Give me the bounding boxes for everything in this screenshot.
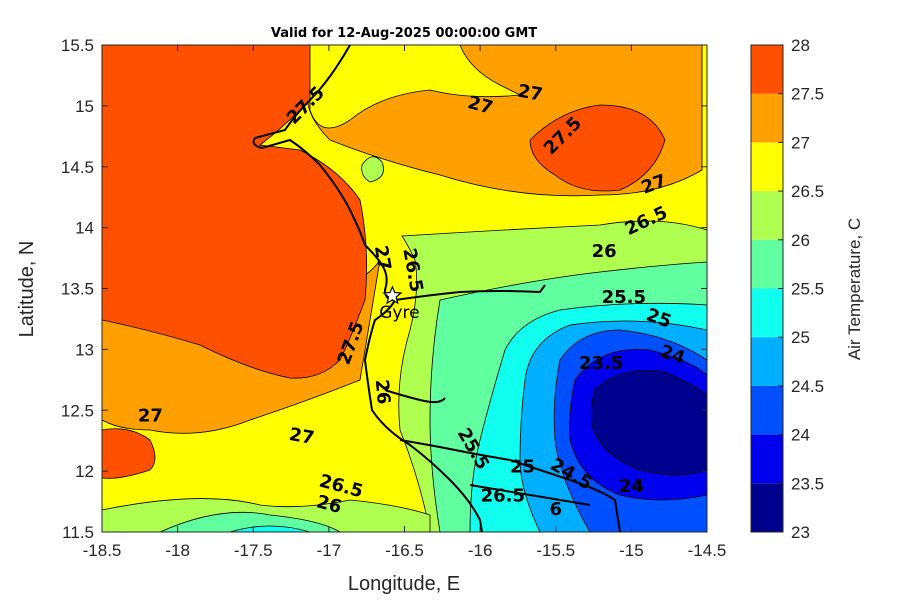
contour-label: 26 — [592, 241, 617, 262]
x-axis-label: Longitude, E — [348, 573, 460, 595]
colorbar-segment — [751, 142, 783, 192]
x-tick-label: -18.5 — [83, 541, 122, 560]
y-axis: 11.5 12 12.5 13 13.5 14 14.5 15 15.5 — [61, 36, 707, 542]
colorbar-tick-label: 26 — [791, 231, 810, 250]
colorbar-title: Air Temperature, C — [845, 218, 864, 360]
colorbar-tick-label: 25 — [791, 328, 810, 347]
coastline — [252, 45, 621, 532]
contour-label: 27 — [370, 244, 395, 272]
colorbar-tick-label: 24.5 — [791, 377, 824, 396]
star-icon — [382, 285, 403, 305]
colorbar-tick-label: 23.5 — [791, 474, 824, 493]
y-tick-label: 13 — [75, 340, 94, 359]
y-tick-label: 11.5 — [62, 523, 94, 542]
contour-label: 24 — [619, 476, 644, 497]
contour-label: 26 — [371, 379, 394, 406]
city-marker[interactable]: Gyre — [379, 285, 420, 323]
contour-label: 23.5 — [579, 353, 623, 374]
colorbar-tick-label: 26.5 — [791, 182, 824, 201]
y-tick-label: 14.5 — [61, 158, 94, 177]
y-tick-label: 12 — [75, 462, 94, 481]
y-tick-label: 12.5 — [61, 401, 94, 420]
x-tick-label: -14.5 — [688, 541, 727, 560]
band-23 — [591, 370, 707, 476]
y-axis-label: Latitude, N — [16, 241, 38, 338]
colorbar-tick-label: 28 — [791, 36, 810, 55]
x-tick-label: -17 — [317, 541, 342, 560]
y-tick-label: 15.5 — [61, 36, 94, 55]
colorbar-tick-label: 23 — [791, 523, 810, 542]
colorbar-tick-label: 27 — [791, 133, 810, 152]
band-26-5 — [309, 45, 522, 129]
contour-label: 27 — [288, 424, 316, 449]
colorbar-segment — [751, 385, 783, 435]
colorbar: 23 23.5 24 24.5 25 25.5 26 26.5 27 27.5 28 — [750, 36, 824, 542]
contour-label: 6 — [549, 499, 562, 520]
x-tick-label: -16.5 — [385, 541, 424, 560]
colorbar-segment — [751, 337, 783, 386]
x-tick-label: -15 — [619, 541, 644, 560]
contour-label: 25 — [510, 456, 535, 477]
map-title: Valid for 12-Aug-2025 00:00:00 GMT — [271, 26, 537, 41]
colorbar-segment — [751, 239, 783, 289]
colorbar-segment — [751, 191, 783, 240]
colorbar-segment — [751, 483, 783, 532]
contour-label: 27 — [138, 405, 163, 426]
colorbar-segment — [751, 93, 783, 143]
colorbar-tick-label: 24 — [791, 426, 810, 445]
y-tick-label: 15 — [75, 97, 94, 116]
x-tick-label: -15.5 — [536, 541, 575, 560]
colorbar-segment — [751, 434, 783, 484]
contour-label: 26.5 — [481, 486, 525, 507]
colorbar-tick-label: 27.5 — [791, 85, 824, 104]
x-tick-label: -17.5 — [234, 541, 273, 560]
colorbar-tick-label: 25.5 — [791, 280, 824, 299]
y-tick-label: 13.5 — [61, 280, 94, 299]
contour-label: 25.5 — [602, 287, 646, 308]
colorbar-segment — [751, 288, 783, 338]
city-label: Gyre — [379, 303, 419, 323]
y-tick-label: 14 — [75, 219, 94, 238]
x-tick-label: -18 — [165, 541, 190, 560]
x-tick-label: -16 — [468, 541, 493, 560]
colorbar-segment — [751, 45, 783, 94]
x-axis: -18.5 -18 -17.5 -17 -16.5 -16 -15.5 -15 -14.5 — [83, 45, 727, 560]
contour-label: 27 — [516, 81, 544, 106]
band-27-5 — [102, 45, 666, 479]
